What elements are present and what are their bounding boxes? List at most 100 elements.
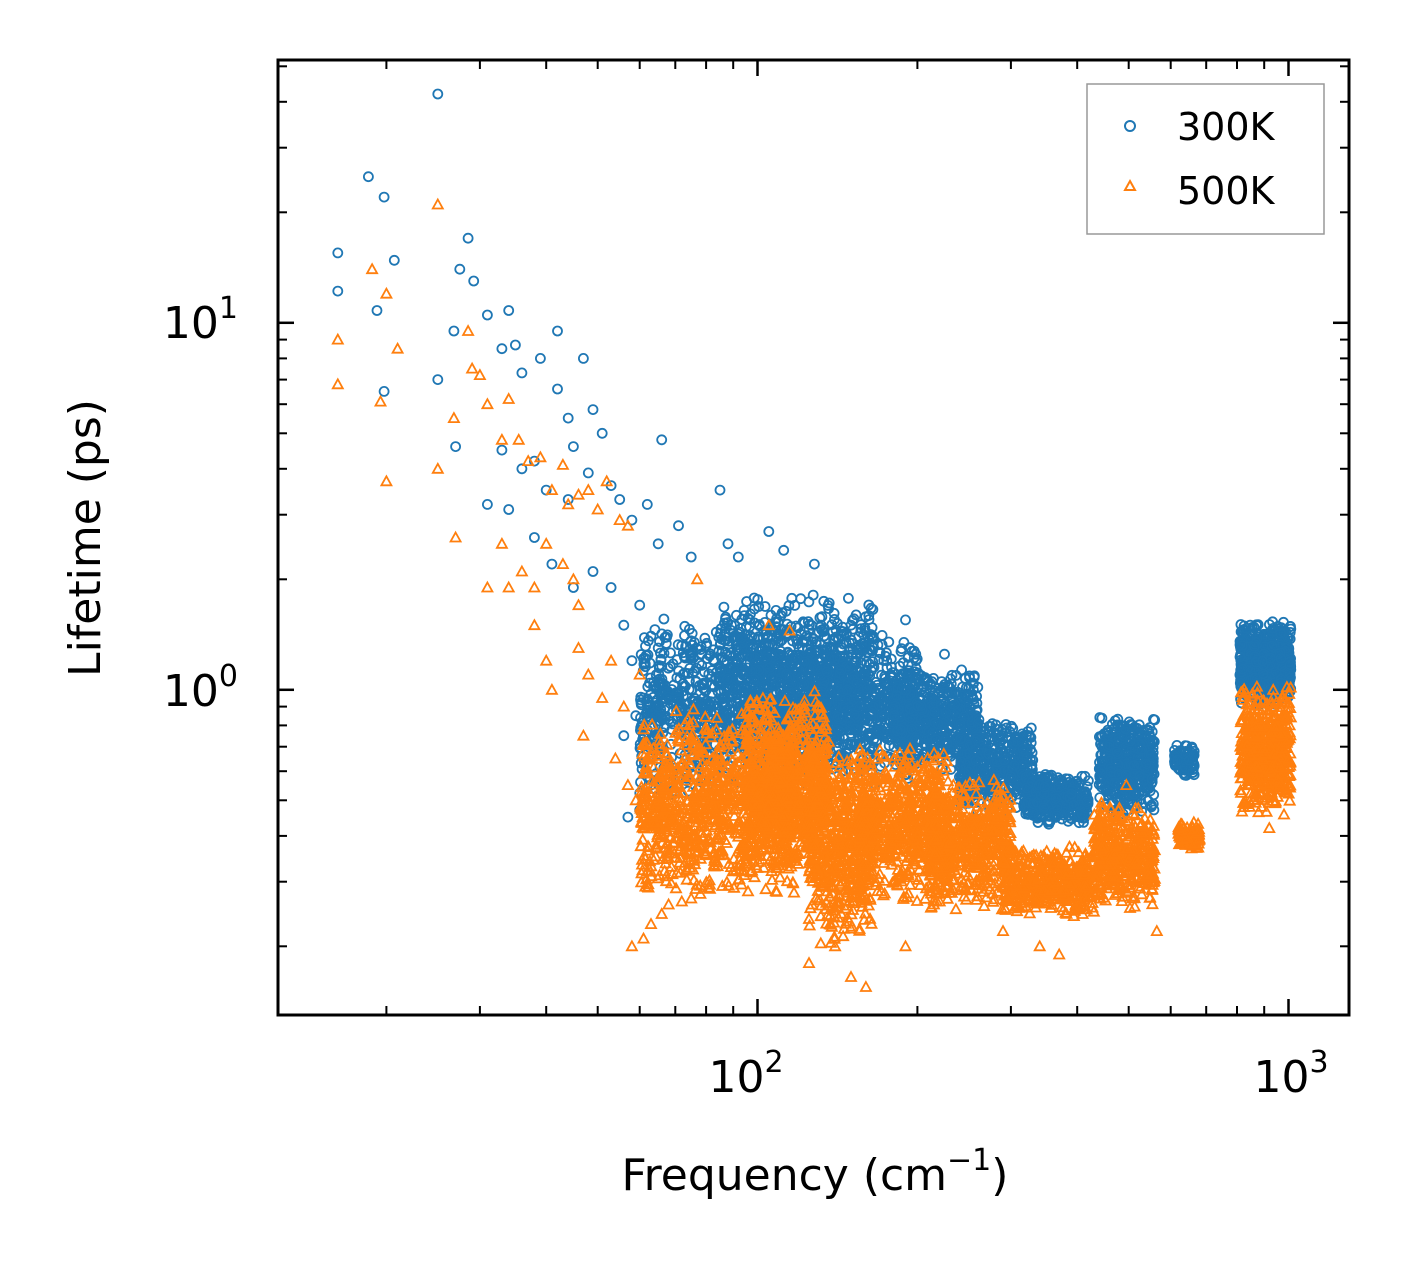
data-point-300k-band3-2675 [915, 700, 927, 712]
data-point-300k-band1-1553 [764, 662, 775, 673]
data-point-300k-band2-2053 [878, 655, 890, 666]
data-point-300k-band3-2665 [967, 677, 979, 689]
data-point-300k-band4-3120 [970, 743, 981, 755]
data-point-300k-band1-1285 [789, 600, 801, 611]
data-point-300k-band2-2176 [848, 694, 859, 706]
data-point-300k-band2-2191 [853, 731, 865, 743]
data-point-300k-band2-1993 [825, 643, 837, 654]
data-point-300k-band4-3146 [991, 748, 1003, 759]
data-point-300k-band1-1576 [811, 638, 822, 650]
data-point-300k-band1-1592 [719, 655, 730, 666]
data-point-300k-band4-3129 [1017, 743, 1029, 755]
data-point-300k-band4-3112 [998, 738, 1009, 750]
data-point-300k-band2-1977 [842, 738, 854, 750]
data-point-300k-band2-2150 [910, 648, 922, 660]
data-point-300k-band0-813 [695, 644, 706, 655]
data-point-300k-band3-2599 [887, 717, 899, 728]
data-point-300k-band1-1242 [843, 592, 854, 604]
data-point-300k-band4-2962 [973, 714, 985, 726]
data-point-300k-band4-3135 [1021, 752, 1032, 764]
data-point-300k-band2-1945 [841, 628, 852, 640]
data-point-300k-band2-2122 [837, 638, 849, 650]
data-point-300k-band0-926 [694, 680, 705, 692]
data-point-300k-band3-2690 [919, 672, 931, 683]
data-point-300k-band3-2598 [957, 681, 968, 693]
data-point-300k-band1-1566 [790, 653, 801, 665]
data-point-300k-band1-1429 [813, 646, 825, 657]
data-point-300k-band1-1529 [801, 630, 813, 642]
data-point-300k-band1-1502 [770, 649, 781, 661]
data-point-300k-band2-2151 [850, 656, 862, 667]
data-point-300k-band3-2644 [949, 699, 961, 711]
data-point-300k-band1-1591 [759, 601, 771, 612]
data-point-300k-band1-1579 [783, 679, 795, 691]
data-point-300k-band2-1913 [851, 642, 863, 654]
data-point-300k-band1-1417 [765, 624, 776, 636]
data-point-300k-band4-3147 [955, 733, 967, 745]
data-point-300k-band2-2065 [881, 676, 893, 688]
data-point-300k-band1-1317 [734, 631, 746, 643]
data-point-300k-band0-885 [644, 677, 655, 689]
data-point-300k-band1-1516 [728, 661, 739, 673]
data-point-300k-band1-1571 [718, 634, 730, 646]
data-point-300k-band1-1504 [780, 605, 792, 617]
plot-area [331, 88, 1298, 992]
data-point-300k-band3-2620 [911, 734, 922, 746]
data-point-300k-band0-637 [665, 661, 676, 672]
data-point-300k-band1-1563 [774, 667, 786, 678]
data-point-300k-band3-2696 [965, 702, 976, 714]
data-point-300k-band0-920 [680, 652, 691, 663]
data-point-300k-band3-2314 [956, 664, 967, 676]
data-point-300k-band1-1519 [784, 687, 796, 699]
data-point-300k-band2-2041 [879, 678, 890, 690]
data-point-300k-band2-2158 [894, 660, 906, 672]
data-point-300k-band4-3128 [1018, 750, 1030, 761]
data-point-300k-band0-848 [652, 701, 664, 713]
data-point-300k-band1-1590 [865, 602, 877, 614]
data-point-300k-band2-2099 [869, 687, 881, 699]
data-point-300k-band1-1585 [804, 619, 815, 630]
data-point-300k-band3-2699 [935, 724, 947, 736]
data-point-300k-band3-2478 [950, 670, 962, 681]
data-point-300k-band2-2036 [845, 724, 857, 736]
data-point-300k-band4-3010 [1023, 731, 1035, 743]
data-point-300k-band1-1478 [829, 614, 840, 625]
data-point-300k-band1-1572 [784, 672, 795, 683]
data-point-300k-band1-1077 [753, 619, 765, 630]
data-point-300k-band0-471 [638, 658, 650, 670]
data-point-300k-band0-894 [684, 662, 696, 674]
data-point-300k-band1-1377 [730, 696, 742, 708]
data-point-300k-band2-2168 [887, 667, 898, 678]
data-point-300k-band0-895 [667, 695, 679, 707]
data-point-300k-band0-924 [679, 620, 691, 632]
data-point-300k-band3-2596 [946, 669, 958, 681]
data-point-300k-band0-849 [653, 660, 665, 671]
data-point-300k-band0-791 [696, 660, 708, 671]
data-point-300k-band1-1486 [765, 609, 777, 621]
data-point-300k-band1-1178 [753, 601, 765, 612]
data-point-300k-band1-1515 [746, 650, 757, 661]
data-point-300k-band2-2173 [867, 701, 879, 713]
data-point-300k-band1-1402 [752, 633, 763, 644]
data-point-300k-band1-1067 [720, 611, 732, 623]
data-point-300k-band2-2196 [837, 701, 849, 713]
data-point-300k-band3-2623 [935, 696, 947, 708]
data-point-300k-band4-3110 [955, 760, 966, 771]
data-point-300k-band4-3124 [979, 766, 991, 778]
data-point-300k-band1-1475 [750, 664, 761, 675]
data-point-300k-band1-1160 [795, 593, 807, 605]
data-point-300k-band2-2178 [832, 711, 844, 723]
data-point-300k-band1-1524 [748, 617, 760, 629]
data-point-300k-band0-622 [693, 658, 705, 669]
data-point-300k-band0-876 [640, 640, 651, 652]
data-point-300k-band0-757 [662, 662, 674, 674]
data-point-300k-band1-1558 [721, 673, 733, 685]
data-point-300k-band0-676 [699, 632, 711, 644]
data-point-300k-band3-2660 [941, 738, 953, 749]
data-point-300k-band4-3145 [998, 754, 1010, 766]
data-point-300k-band0-473 [687, 639, 698, 651]
data-point-300k-band0-912 [655, 653, 667, 665]
data-point-300k-band1-1569 [816, 611, 828, 623]
data-point-300k-band0-828 [704, 648, 716, 660]
